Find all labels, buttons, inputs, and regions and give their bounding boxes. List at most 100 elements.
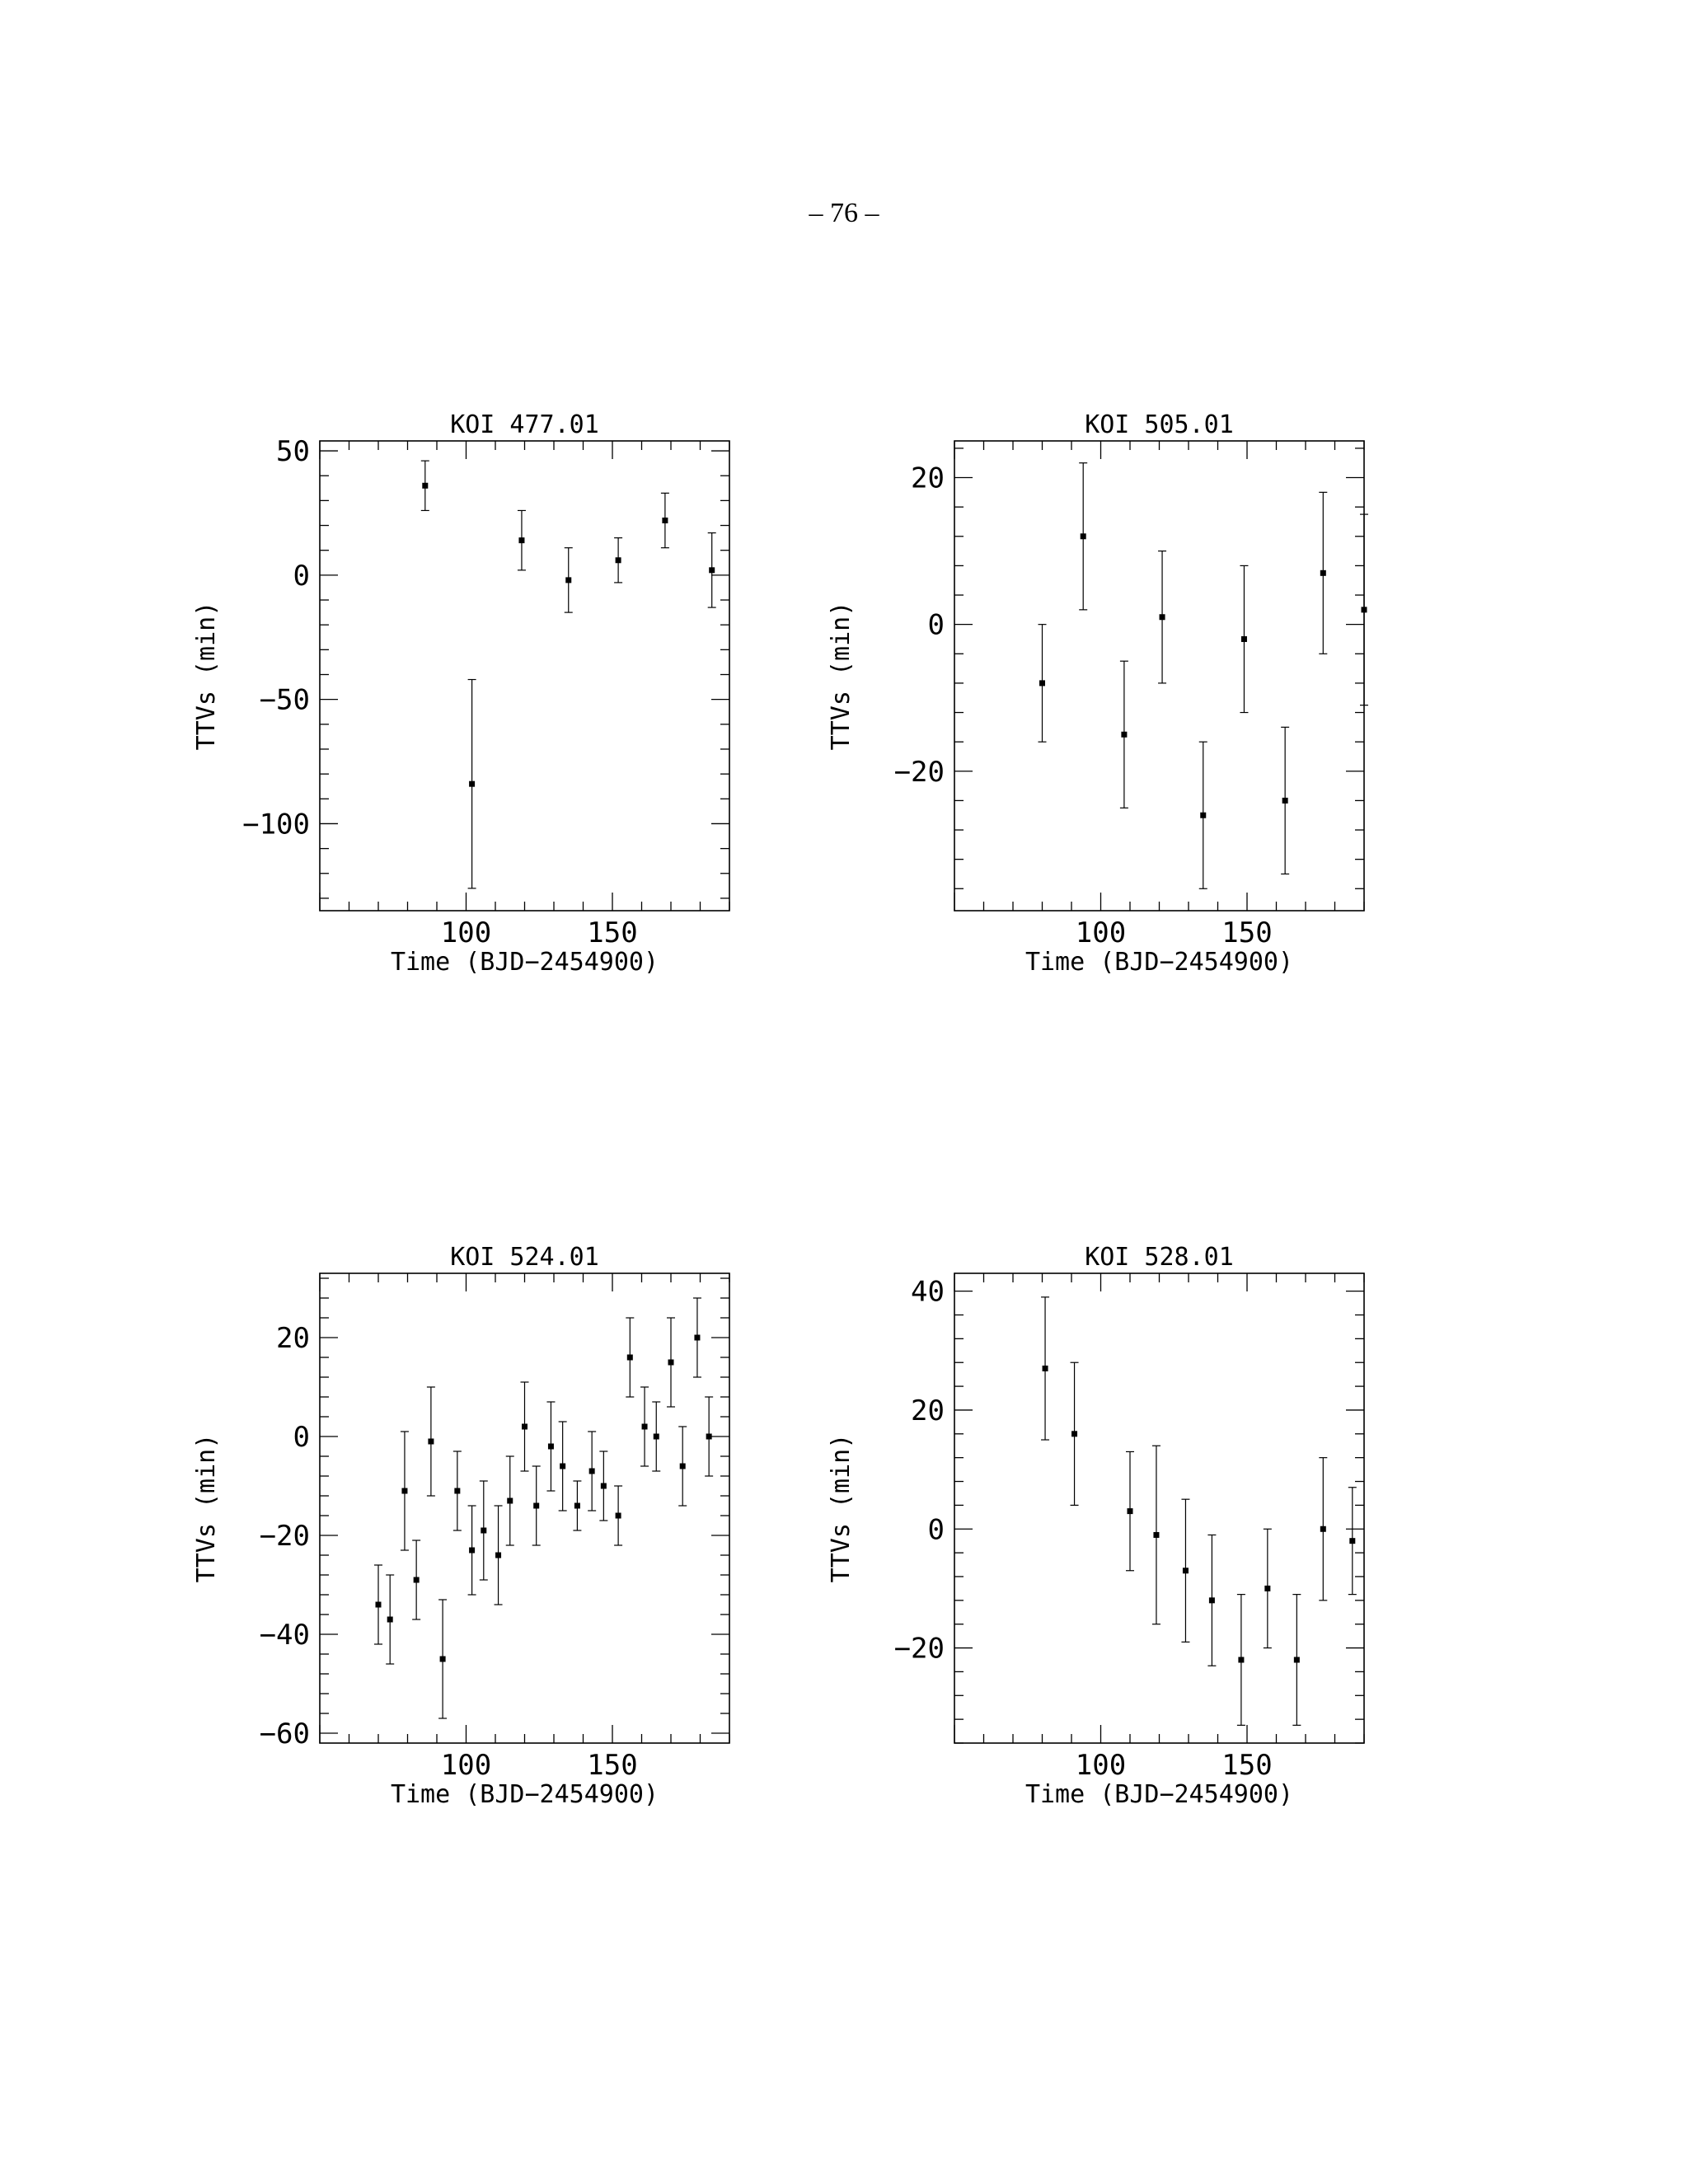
y-axis-label: TTVs (min)	[827, 602, 856, 751]
data-point	[387, 1616, 393, 1623]
data-point	[1159, 614, 1165, 621]
data-point	[615, 557, 621, 564]
data-point	[706, 1433, 712, 1440]
y-tick-label: −50	[260, 684, 310, 717]
data-point	[428, 1438, 434, 1445]
y-tick-label: 20	[276, 1322, 310, 1355]
data-point	[454, 1488, 461, 1494]
y-tick-label: 0	[928, 609, 945, 642]
plot-frame	[319, 440, 730, 912]
y-tick-label: 0	[293, 1421, 310, 1454]
data-point	[560, 1463, 566, 1469]
data-point	[615, 1512, 621, 1519]
plot-frame	[954, 1272, 1365, 1744]
chart-title: KOI 524.01	[450, 1243, 599, 1272]
data-point	[709, 567, 715, 574]
data-point	[668, 1359, 674, 1366]
y-axis-label: TTVs (min)	[192, 1434, 221, 1583]
data-point	[1282, 797, 1288, 804]
ttv-chart-svg: KOI 528.01 100 150 40 20 0 −20 Time (BJD−245490…	[827, 1243, 1365, 1809]
x-tick-label: 100	[1076, 1749, 1126, 1782]
data-point	[1349, 1538, 1356, 1544]
data-point	[422, 482, 429, 489]
data-point	[1264, 1585, 1271, 1591]
x-tick-label: 100	[441, 1749, 491, 1782]
y-tick-label: −60	[260, 1718, 310, 1750]
data-point	[518, 537, 525, 544]
data-point	[588, 1468, 595, 1474]
data-point	[641, 1423, 648, 1430]
chart-panel-koi-505: KOI 505.01 100 150 20 0 −20 Time (BJD−2454900)…	[824, 408, 1566, 1001]
x-tick-label: 150	[587, 1749, 637, 1782]
chart-panel-koi-524: KOI 524.01 100 150 20 0 −20 −40 −60 Time (BJD−24…	[190, 1240, 931, 1834]
y-tick-label: 20	[911, 462, 945, 495]
chart-panel-koi-528: KOI 528.01 100 150 40 20 0 −20 Time (BJD−245490…	[824, 1240, 1566, 1834]
chart-title: KOI 528.01	[1085, 1243, 1234, 1272]
data-point	[547, 1443, 554, 1450]
data-point	[1080, 533, 1086, 540]
data-point	[1039, 680, 1045, 687]
x-tick-label: 150	[1221, 1749, 1272, 1782]
data-point	[401, 1488, 408, 1494]
data-point	[694, 1334, 701, 1341]
data-point	[1320, 569, 1326, 576]
x-axis-label: Time (BJD−2454900)	[391, 948, 659, 977]
data-point	[1238, 1657, 1245, 1663]
x-axis-label: Time (BJD−2454900)	[1025, 1780, 1293, 1809]
data-point	[481, 1527, 487, 1534]
x-tick-label: 150	[1221, 916, 1272, 949]
y-tick-label: −20	[894, 756, 945, 789]
data-point	[439, 1656, 446, 1662]
chart-panel-koi-477: KOI 477.01 100 150 50 0 −50 −100 Time (BJD−2454…	[190, 408, 931, 1001]
data-point	[1293, 1657, 1300, 1663]
data-point	[533, 1502, 540, 1509]
x-axis-label: Time (BJD−2454900)	[391, 1780, 659, 1809]
data-point	[507, 1497, 513, 1504]
data-point	[469, 780, 476, 787]
y-tick-label: −100	[242, 808, 310, 841]
data-point	[679, 1463, 686, 1469]
data-point	[600, 1483, 607, 1489]
data-point	[413, 1577, 420, 1583]
x-tick-label: 100	[441, 916, 491, 949]
data-point	[1071, 1431, 1078, 1437]
chart-title: KOI 477.01	[450, 410, 599, 439]
data-point	[1182, 1568, 1189, 1574]
x-axis-label: Time (BJD−2454900)	[1025, 948, 1293, 977]
data-point	[1153, 1531, 1160, 1538]
data-point	[565, 577, 572, 583]
data-point	[1042, 1365, 1048, 1371]
y-axis-label: TTVs (min)	[827, 1434, 856, 1583]
data-point	[522, 1423, 528, 1430]
plot-frame	[954, 440, 1365, 912]
data-point	[469, 1547, 476, 1554]
ttv-chart-svg: KOI 477.01 100 150 50 0 −50 −100 Time (BJD−2454…	[192, 410, 730, 977]
data-point	[574, 1502, 580, 1509]
y-tick-label: −20	[260, 1520, 310, 1553]
y-tick-label: 0	[293, 560, 310, 593]
y-tick-label: 0	[928, 1513, 945, 1546]
data-point	[1240, 635, 1247, 642]
y-tick-label: 50	[276, 435, 310, 468]
data-point	[626, 1354, 633, 1361]
data-point	[1320, 1526, 1326, 1532]
x-tick-label: 100	[1076, 916, 1126, 949]
data-point	[1200, 812, 1207, 818]
chart-title: KOI 505.01	[1085, 410, 1234, 439]
y-axis-label: TTVs (min)	[192, 602, 221, 751]
x-tick-label: 150	[587, 916, 637, 949]
data-point	[1121, 731, 1128, 738]
data-point	[653, 1433, 659, 1440]
plot-frame	[319, 1272, 730, 1744]
data-point	[1208, 1597, 1215, 1604]
data-point	[662, 518, 668, 524]
data-point	[1361, 607, 1367, 613]
y-tick-label: 20	[911, 1394, 945, 1427]
data-point	[1127, 1508, 1133, 1515]
data-point	[375, 1601, 382, 1608]
data-point	[495, 1552, 502, 1558]
y-tick-label: 40	[911, 1276, 945, 1309]
y-tick-label: −20	[894, 1633, 945, 1666]
